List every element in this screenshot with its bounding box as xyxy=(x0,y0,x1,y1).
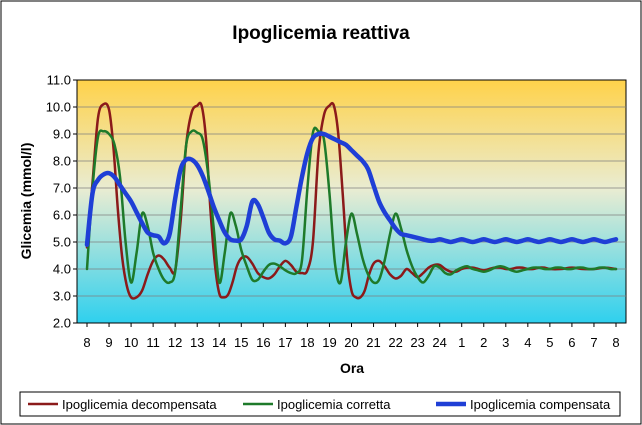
x-tick-label: 23 xyxy=(410,335,424,350)
x-tick-label: 8 xyxy=(83,335,90,350)
x-tick-label: 21 xyxy=(366,335,380,350)
x-tick-label: 4 xyxy=(524,335,531,350)
x-tick-label: 7 xyxy=(590,335,597,350)
x-tick-label: 13 xyxy=(190,335,204,350)
x-axis-ticks: 8 9 10 11 12 13 14 15 16 17 18 19 20 21 22 23 24 1 2 3 4 5 6 7 8 xyxy=(83,323,620,350)
x-tick-label: 2 xyxy=(480,335,487,350)
x-tick-label: 3 xyxy=(502,335,509,350)
series-line-ipoglicemia-corretta xyxy=(85,126,618,285)
y-tick-label: 7.0 xyxy=(53,181,71,196)
y-tick-label: 8.0 xyxy=(53,154,71,169)
x-tick-label: 19 xyxy=(322,335,336,350)
x-tick-label: 22 xyxy=(388,335,402,350)
y-tick-label: 2.0 xyxy=(53,316,71,331)
y-tick-label: 9.0 xyxy=(53,127,71,142)
series-line-ipoglicemia-compensata xyxy=(84,131,619,247)
y-tick-label: 11.0 xyxy=(47,73,71,88)
x-tick-label: 17 xyxy=(278,335,292,350)
x-tick-label: 16 xyxy=(256,335,270,350)
series-layer xyxy=(84,101,619,300)
x-tick-label: 8 xyxy=(612,335,619,350)
legend-label: Ipoglicemia decompensata xyxy=(62,397,217,412)
y-tick-label: 4.0 xyxy=(53,262,71,277)
x-tick-label: 20 xyxy=(344,335,358,350)
x-tick-label: 14 xyxy=(212,335,226,350)
y-axis-ticks: 2.0 3.0 4.0 5.0 6.0 7.0 8.0 9.0 10.0 11.0 xyxy=(46,73,77,331)
legend-label: Ipoglicemia compensata xyxy=(470,397,611,412)
legend: Ipoglicemia decompensata Ipoglicemia corr… xyxy=(19,391,621,417)
legend-box xyxy=(19,391,621,417)
x-tick-label: 1 xyxy=(458,335,465,350)
y-tick-label: 3.0 xyxy=(53,289,71,304)
x-tick-label: 6 xyxy=(568,335,575,350)
y-axis-title: Glicemia (mmol/l) xyxy=(18,143,34,260)
x-tick-label: 9 xyxy=(105,335,112,350)
x-tick-label: 12 xyxy=(168,335,182,350)
x-tick-label: 18 xyxy=(300,335,314,350)
gridlines xyxy=(77,106,626,297)
x-tick-label: 24 xyxy=(432,335,446,350)
x-tick-label: 11 xyxy=(146,335,160,350)
y-tick-label: 10.0 xyxy=(46,100,71,115)
x-tick-label: 5 xyxy=(546,335,553,350)
chart-title: Ipoglicemia reattiva xyxy=(232,23,410,44)
x-axis-title: Ora xyxy=(340,360,364,376)
legend-label: Ipoglicemia corretta xyxy=(277,397,391,412)
x-tick-label: 10 xyxy=(124,335,138,350)
y-tick-label: 5.0 xyxy=(53,235,71,250)
x-tick-label: 15 xyxy=(234,335,248,350)
y-tick-label: 6.0 xyxy=(53,208,71,223)
